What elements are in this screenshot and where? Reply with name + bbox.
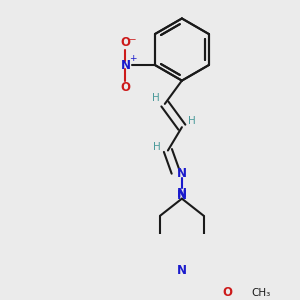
Text: H: H bbox=[188, 116, 196, 126]
Text: O: O bbox=[121, 81, 130, 94]
Text: CH₃: CH₃ bbox=[251, 288, 270, 298]
Text: N: N bbox=[177, 189, 187, 202]
Text: N: N bbox=[121, 58, 130, 72]
Text: −: − bbox=[128, 34, 135, 43]
Text: H: H bbox=[153, 142, 161, 152]
Text: O: O bbox=[121, 36, 130, 49]
Text: N: N bbox=[177, 167, 187, 180]
Text: N: N bbox=[177, 264, 187, 278]
Text: +: + bbox=[130, 54, 137, 63]
Text: O: O bbox=[223, 286, 232, 299]
Text: N: N bbox=[177, 188, 187, 200]
Text: H: H bbox=[152, 93, 159, 103]
